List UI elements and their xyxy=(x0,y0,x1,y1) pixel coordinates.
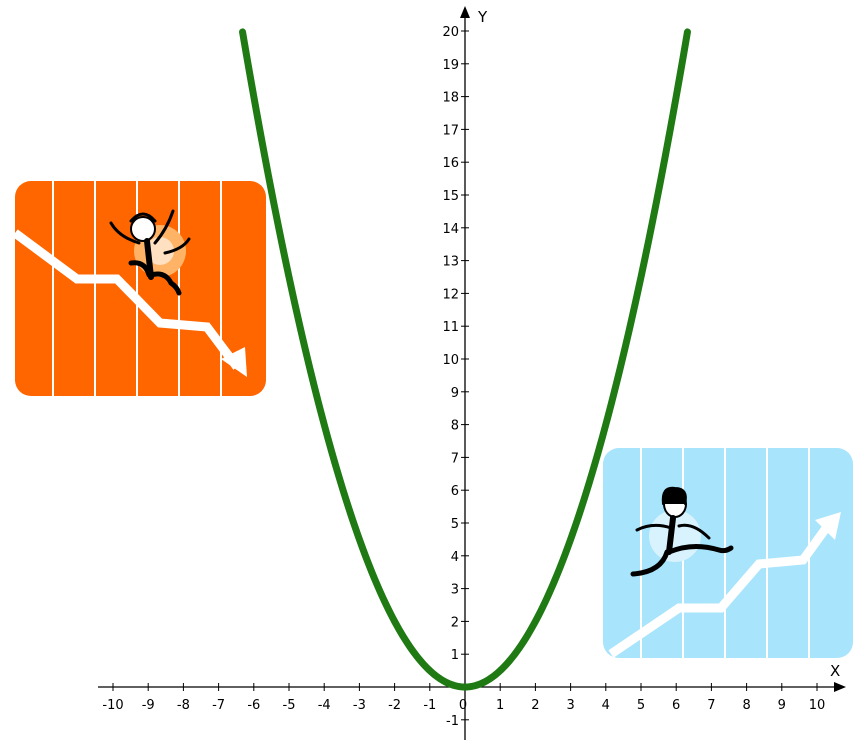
running-businesswoman-rising-chart-icon xyxy=(603,448,853,658)
y-tick-label: -1 xyxy=(446,714,459,729)
y-tick-label: 15 xyxy=(442,189,459,204)
y-tick-label: 11 xyxy=(442,320,459,335)
y-tick-label: 13 xyxy=(442,255,459,270)
x-tick-label: -8 xyxy=(177,698,190,713)
x-tick-label: -7 xyxy=(212,698,225,713)
declining-arrow-head-icon xyxy=(221,347,247,377)
y-tick-label: 10 xyxy=(442,353,459,368)
x-tick-label: 7 xyxy=(707,698,715,713)
x-tick-label: 5 xyxy=(637,698,645,713)
x-axis-label: X xyxy=(830,662,840,680)
y-axis-label: Y xyxy=(477,8,488,26)
y-axis-arrow-icon xyxy=(460,6,470,18)
y-tick-label: 1 xyxy=(451,648,459,663)
x-tick-label: -3 xyxy=(353,698,366,713)
x-tick-label: -5 xyxy=(283,698,296,713)
x-tick-label: 3 xyxy=(566,698,574,713)
x-tick-label: -1 xyxy=(423,698,436,713)
y-tick-label: 6 xyxy=(451,484,459,499)
x-tick-label: 10 xyxy=(809,698,826,713)
y-tick-label: 16 xyxy=(442,156,459,171)
y-tick-label: 5 xyxy=(451,517,459,532)
y-tick-label: 2 xyxy=(451,615,459,630)
y-tick-label: 9 xyxy=(451,386,459,401)
y-tick-label: 7 xyxy=(451,451,459,466)
falling-businessman-declining-chart-icon xyxy=(12,181,266,396)
x-tick-label: -10 xyxy=(102,698,123,713)
x-tick-label: 6 xyxy=(672,698,680,713)
x-tick-label: 4 xyxy=(602,698,610,713)
x-tick-label: -4 xyxy=(318,698,331,713)
y-tick-label: 20 xyxy=(442,25,459,40)
x-tick-label: 0 xyxy=(459,698,467,713)
x-tick-label: 1 xyxy=(496,698,504,713)
series-line xyxy=(239,28,691,691)
x-ticks: -10 -9 -8 -7 -6 -5 -4 -3 -2 -1 0 1 2 3 4 5 6 7 8 9 10 xyxy=(102,683,825,713)
y-tick-label: 4 xyxy=(451,550,459,565)
running-woman-figure-icon xyxy=(630,486,734,577)
rising-arrow-head-icon xyxy=(815,512,841,540)
x-tick-label: 2 xyxy=(531,698,539,713)
y-tick-label: 8 xyxy=(451,419,459,434)
illustration-background xyxy=(15,181,266,396)
y-tick-label: 19 xyxy=(442,58,459,73)
x-tick-label: 9 xyxy=(778,698,786,713)
x-tick-label: -2 xyxy=(388,698,401,713)
y-tick-label: 14 xyxy=(442,222,459,237)
rising-arrow-icon xyxy=(608,521,833,658)
falling-man-figure-icon xyxy=(109,209,191,296)
declining-arrow-icon xyxy=(12,229,241,370)
x-tick-label: -6 xyxy=(247,698,260,713)
y-tick-label: 12 xyxy=(442,287,459,302)
x-axis-arrow-icon xyxy=(834,682,846,692)
x-tick-label: -9 xyxy=(142,698,155,713)
y-tick-label: 18 xyxy=(442,91,459,106)
y-tick-label: 3 xyxy=(451,583,459,598)
x-tick-label: 8 xyxy=(742,698,750,713)
y-tick-label: 17 xyxy=(442,123,459,138)
